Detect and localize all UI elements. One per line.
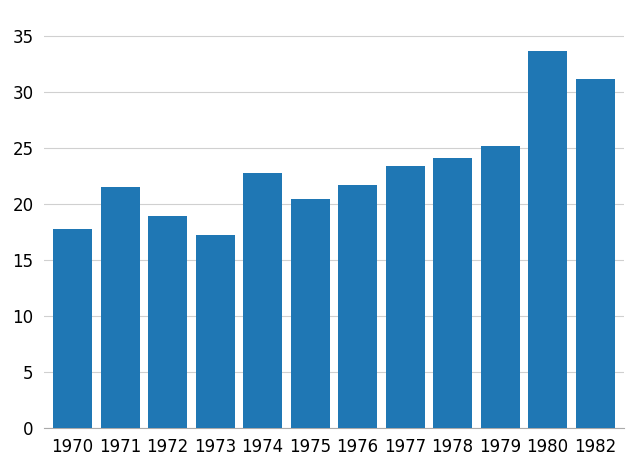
Bar — [528, 51, 567, 428]
Bar — [576, 79, 615, 428]
Bar — [386, 166, 425, 428]
Bar — [148, 216, 187, 428]
Bar — [243, 173, 282, 428]
Bar — [196, 235, 234, 428]
Bar — [101, 188, 140, 428]
Bar — [433, 158, 472, 428]
Bar — [481, 146, 520, 428]
Bar — [338, 185, 377, 428]
Bar — [53, 229, 92, 428]
Bar — [290, 198, 329, 428]
